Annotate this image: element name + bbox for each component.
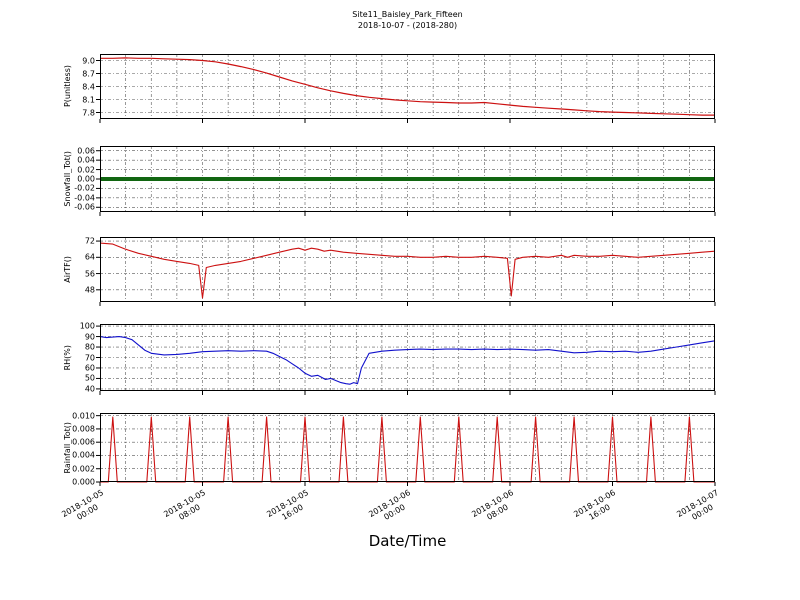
x-tick-label-text: 2018-10-07 00:00 — [674, 488, 720, 522]
panel-canvas-rh — [96, 324, 716, 395]
x-tick-label-text: 2018-10-06 16:00 — [572, 488, 617, 522]
y-tick-label: 8.7 — [82, 69, 95, 78]
panel-frame — [100, 146, 715, 212]
y-tick-label: 0.010 — [72, 411, 95, 421]
y-tick-label: 48 — [84, 285, 95, 295]
y-axis-title-wrap: Rainfall_Tot() — [61, 413, 73, 482]
x-tick-label-text: 2018-10-06 08:00 — [469, 488, 515, 522]
y-tick-label: 0.000 — [72, 477, 95, 487]
y-axis-title-wrap: P(unitless) — [61, 54, 73, 119]
y-tick-label: 70 — [84, 353, 95, 362]
x-tick-label-text: 2018-10-05 08:00 — [162, 488, 207, 522]
y-tick-label: 0.00 — [77, 174, 95, 184]
panel-frame — [100, 54, 715, 119]
y-axis-title: Snowfall_Tot() — [62, 151, 72, 207]
y-tick-label: 40 — [84, 384, 95, 394]
y-axis-title: AirTF() — [62, 256, 72, 283]
panel-snowfall-tot: -0.06 -0.04 -0.02 0.00 0.02 0.04 0.06 Snowfall_… — [63, 146, 716, 216]
y-tick-label: 0.006 — [72, 437, 95, 447]
y-axis-title-wrap: Snowfall_Tot() — [61, 146, 73, 212]
y-axis-title-wrap: RH(%) — [61, 324, 73, 391]
x-axis-title: Date/Time — [368, 532, 447, 550]
y-axis-title-wrap: AirTF() — [61, 237, 73, 302]
panel-canvas-p — [96, 54, 716, 123]
y-tick-label: 50 — [84, 373, 95, 383]
y-axis-title: P(unitless) — [62, 65, 72, 108]
y-tick-label: 9.0 — [82, 56, 95, 65]
panel-p-unitless: 7.8 8.1 8.4 8.7 9.0 P(unitless) — [63, 54, 716, 123]
x-tick-label-text: 2018-10-05 00:00 — [59, 488, 105, 522]
series-rh — [99, 336, 716, 385]
y-tick-label: 72 — [84, 236, 95, 246]
series-airtf — [99, 242, 716, 299]
chart-subtitle: 2018-10-07 - (2018-280) — [357, 20, 458, 30]
panel-rh: 40 50 60 70 80 90 100 RH(%) — [63, 322, 716, 395]
y-axis-title: RH(%) — [62, 344, 72, 371]
y-tick-label: 90 — [84, 332, 95, 342]
x-tick-labels: 2018-10-05 00:00 2018-10-05 08:00 2018-10-… — [60, 486, 720, 534]
y-tick-label: -0.06 — [74, 202, 95, 212]
y-tick-label: 8.4 — [82, 82, 95, 91]
y-tick-label: 7.8 — [82, 108, 95, 117]
panel-canvas-rainfall — [96, 413, 716, 486]
panel-frame — [100, 237, 715, 302]
panel-airtf: 48 56 64 72 AirTF() — [63, 237, 716, 306]
panel-canvas-airtf — [96, 237, 716, 306]
panel-frame — [100, 324, 715, 391]
panel-rainfall-tot: 0.000 0.002 0.004 0.006 0.008 0.010 Rainfall_T… — [63, 411, 716, 487]
series-p — [100, 57, 715, 116]
y-axis-title: Rainfall_Tot() — [62, 421, 72, 474]
y-tick-label: 60 — [84, 363, 95, 373]
panel-frame — [100, 413, 715, 482]
y-tick-label: 0.06 — [77, 146, 95, 156]
y-tick-label: 80 — [84, 342, 95, 352]
chart-title-block: Site11_Baisley_Park_Fifteen 2018-10-07 -… — [100, 10, 715, 32]
y-tick-label: 0.04 — [77, 155, 95, 165]
panel-canvas-snowfall — [96, 146, 716, 216]
y-tick-label: -0.04 — [74, 193, 95, 203]
x-tick-label-text: 2018-10-06 00:00 — [367, 488, 412, 522]
y-tick-label: 0.02 — [77, 165, 95, 175]
y-tick-label: 64 — [84, 252, 95, 262]
y-tick-label: 0.008 — [72, 424, 95, 434]
x-tick-label-text: 2018-10-05 16:00 — [264, 488, 310, 522]
y-tick-label: 56 — [84, 269, 95, 279]
y-tick-label: 100 — [79, 321, 95, 331]
y-tick-label: 0.002 — [72, 464, 95, 474]
y-tick-label: -0.02 — [74, 183, 95, 193]
y-tick-label: 8.1 — [82, 95, 95, 104]
y-tick-label: 0.004 — [72, 450, 95, 460]
chart-title: Site11_Baisley_Park_Fifteen — [352, 10, 463, 19]
